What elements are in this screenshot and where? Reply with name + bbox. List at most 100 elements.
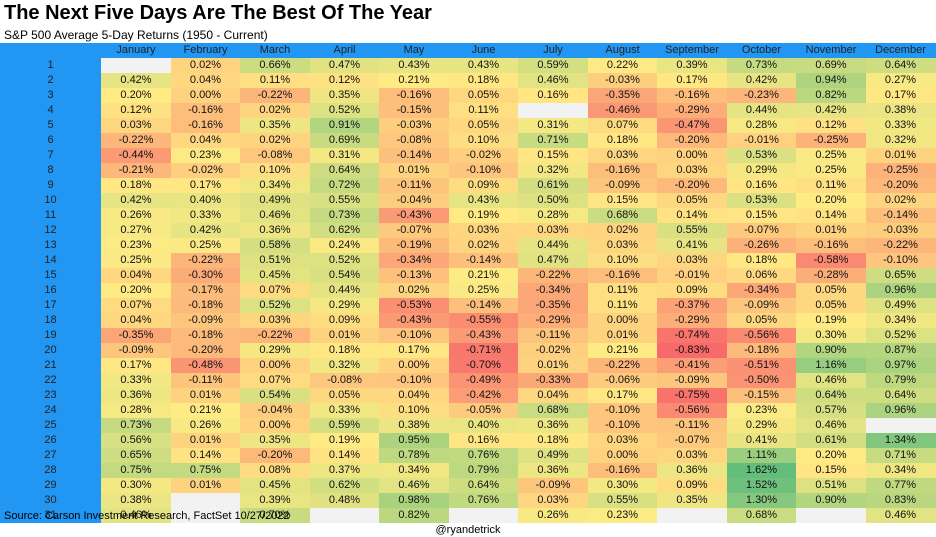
- table-cell: 0.73%: [309, 208, 380, 223]
- table-cell: 0.14%: [170, 448, 241, 463]
- table-cell: -0.10%: [587, 403, 658, 418]
- column-header-july: July: [518, 43, 588, 58]
- table-cell: -0.09%: [518, 478, 588, 493]
- table-cell: 0.69%: [309, 133, 380, 148]
- table-cell: 0.09%: [309, 313, 380, 328]
- table-cell: -0.14%: [448, 298, 519, 313]
- row-label: 17: [0, 298, 101, 313]
- table-cell: 0.79%: [865, 373, 936, 388]
- table-cell: 0.02%: [170, 58, 241, 73]
- table-cell: -0.01%: [726, 133, 797, 148]
- table-cell: 0.48%: [309, 493, 380, 508]
- table-cell: 0.66%: [240, 58, 310, 73]
- table-cell: 0.19%: [796, 313, 866, 328]
- table-cell: 0.82%: [379, 508, 449, 523]
- row-label: 10: [0, 193, 101, 208]
- table-cell: 1.11%: [726, 448, 797, 463]
- table-cell: 0.90%: [796, 493, 866, 508]
- table-cell: 0.41%: [657, 238, 727, 253]
- table-cell: 0.00%: [240, 418, 310, 433]
- table-cell: -0.09%: [587, 178, 658, 193]
- table-cell: 0.44%: [309, 283, 380, 298]
- table-cell: 0.02%: [865, 193, 936, 208]
- table-cell: 0.20%: [101, 88, 171, 103]
- table-cell: 0.73%: [101, 418, 171, 433]
- table-cell: -0.25%: [796, 133, 866, 148]
- table-cell: [796, 508, 866, 523]
- table-cell: 0.51%: [796, 478, 866, 493]
- table-cell: 0.46%: [240, 208, 310, 223]
- table-cell: -0.14%: [865, 208, 936, 223]
- table-cell: 0.36%: [518, 418, 588, 433]
- table-cell: 0.96%: [865, 283, 936, 298]
- table-cell: 0.52%: [240, 298, 310, 313]
- table-cell: 0.43%: [448, 193, 519, 208]
- table-cell: 0.44%: [518, 238, 588, 253]
- column-header-august: August: [587, 43, 658, 58]
- table-cell: 0.01%: [170, 388, 241, 403]
- table-cell: 0.03%: [587, 433, 658, 448]
- row-label: 28: [0, 463, 101, 478]
- table-cell: 0.03%: [448, 223, 519, 238]
- table-cell: 0.94%: [796, 73, 866, 88]
- table-cell: 0.21%: [448, 268, 519, 283]
- table-cell: 0.62%: [309, 223, 380, 238]
- table-cell: 0.56%: [101, 433, 171, 448]
- table-cell: 0.03%: [657, 253, 727, 268]
- table-cell: 0.10%: [240, 163, 310, 178]
- table-cell: 0.49%: [240, 193, 310, 208]
- table-cell: 0.05%: [796, 283, 866, 298]
- table-cell: 0.26%: [101, 208, 171, 223]
- table-cell: 0.18%: [448, 73, 519, 88]
- table-cell: 0.44%: [726, 103, 797, 118]
- table-cell: 0.03%: [101, 118, 171, 133]
- table-cell: 0.01%: [518, 358, 588, 373]
- table-cell: 0.24%: [309, 238, 380, 253]
- table-cell: 0.75%: [101, 463, 171, 478]
- table-cell: 0.96%: [865, 403, 936, 418]
- table-cell: 0.52%: [309, 253, 380, 268]
- table-cell: 0.54%: [240, 388, 310, 403]
- table-cell: -0.09%: [726, 298, 797, 313]
- table-cell: 0.11%: [448, 103, 519, 118]
- table-cell: 0.02%: [448, 238, 519, 253]
- row-label: 25: [0, 418, 101, 433]
- table-cell: 0.32%: [309, 358, 380, 373]
- row-label: 9: [0, 178, 101, 193]
- table-cell: -0.51%: [726, 358, 797, 373]
- table-cell: 1.52%: [726, 478, 797, 493]
- table-cell: 0.68%: [587, 208, 658, 223]
- table-cell: 0.23%: [587, 508, 658, 523]
- table-cell: 0.10%: [587, 253, 658, 268]
- table-cell: 0.14%: [796, 208, 866, 223]
- table-cell: -0.23%: [726, 88, 797, 103]
- table-cell: -0.21%: [101, 163, 171, 178]
- table-cell: 0.11%: [587, 283, 658, 298]
- table-cell: 0.31%: [518, 118, 588, 133]
- table-cell: 0.46%: [865, 508, 936, 523]
- row-label: 19: [0, 328, 101, 343]
- table-cell: 0.03%: [518, 493, 588, 508]
- table-cell: 0.17%: [657, 73, 727, 88]
- table-cell: 0.49%: [518, 448, 588, 463]
- table-cell: 0.02%: [379, 283, 449, 298]
- table-cell: 0.18%: [587, 133, 658, 148]
- table-cell: 0.27%: [101, 223, 171, 238]
- table-corner: [0, 43, 101, 58]
- table-cell: 0.42%: [101, 73, 171, 88]
- table-cell: -0.10%: [379, 328, 449, 343]
- table-cell: 0.09%: [448, 178, 519, 193]
- table-cell: -0.22%: [865, 238, 936, 253]
- table-cell: 0.11%: [796, 178, 866, 193]
- table-cell: 0.00%: [240, 358, 310, 373]
- table-cell: -0.29%: [657, 313, 727, 328]
- table-cell: 0.35%: [240, 433, 310, 448]
- table-cell: 0.59%: [309, 418, 380, 433]
- row-label: 14: [0, 253, 101, 268]
- table-cell: 0.42%: [726, 73, 797, 88]
- column-header-april: April: [309, 43, 380, 58]
- table-cell: 0.29%: [240, 343, 310, 358]
- table-cell: 0.17%: [101, 358, 171, 373]
- chart-title: The Next Five Days Are The Best Of The Y…: [4, 2, 432, 24]
- table-cell: -0.55%: [448, 313, 519, 328]
